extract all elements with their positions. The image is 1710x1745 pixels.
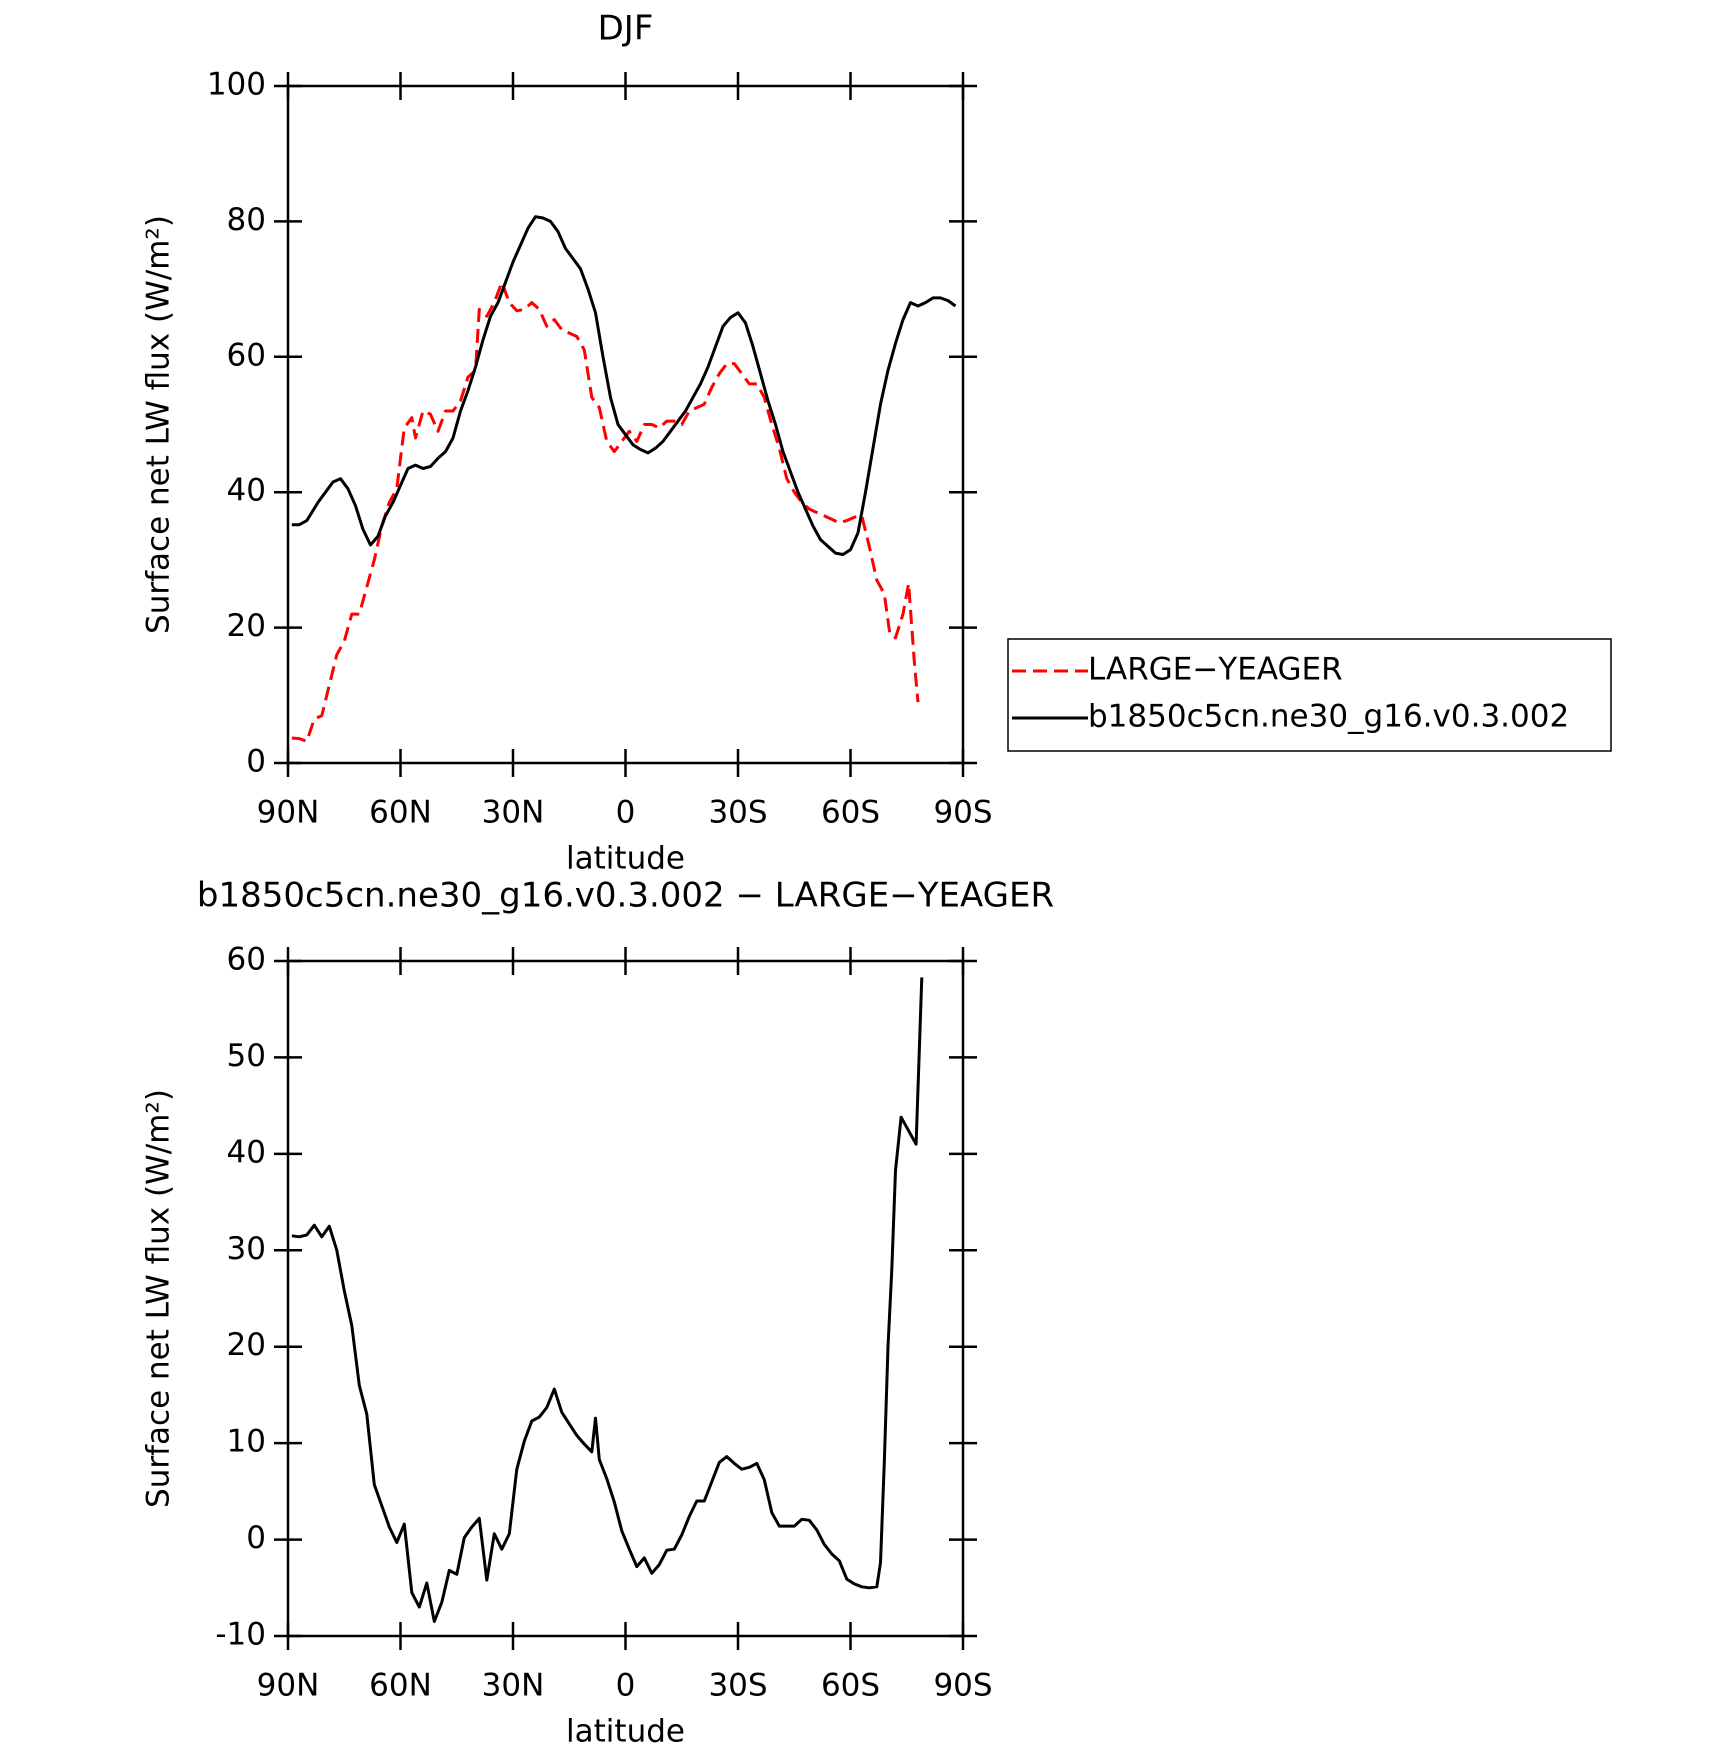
x-tick-label: 0 [616,1668,636,1704]
y-tick-label: -10 [215,1617,266,1653]
x-tick-label: 30S [708,1668,767,1704]
y-tick-label: 40 [227,473,266,509]
x-tick-label: 0 [616,795,636,831]
y-tick-label: 60 [227,942,266,978]
y-tick-label: 10 [227,1424,266,1460]
x-axis-label: latitude [566,841,685,877]
y-tick-label: 20 [227,608,266,644]
x-tick-label: 30S [708,795,767,831]
y-tick-label: 80 [227,202,266,238]
chart-title: DJF [598,9,654,49]
legend-label: LARGE−YEAGER [1088,652,1343,688]
y-tick-label: 20 [227,1327,266,1363]
y-tick-label: 0 [246,744,266,780]
x-axis-label: latitude [566,1714,685,1745]
legend-box [1007,638,1612,752]
x-tick-label: 90S [933,1668,992,1704]
x-tick-label: 90N [257,795,320,831]
x-tick-label: 60N [369,1668,432,1704]
x-tick-label: 60N [369,795,432,831]
data-line [291,215,957,556]
y-tick-label: 0 [246,1520,266,1556]
y-tick-label: 40 [227,1134,266,1170]
y-tick-label: 60 [227,337,266,373]
x-tick-label: 30N [482,1668,545,1704]
y-tick-label: 100 [207,67,266,103]
data-line [291,280,920,743]
y-tick-label: 30 [227,1231,266,1267]
x-tick-label: 30N [482,795,545,831]
chart-title: b1850c5cn.ne30_g16.v0.3.002 − LARGE−YEAG… [197,876,1054,916]
y-tick-label: 50 [227,1038,266,1074]
legend-label: b1850c5cn.ne30_g16.v0.3.002 [1088,699,1569,735]
x-tick-label: 60S [821,1668,880,1704]
y-axis-label: Surface net LW flux (W/m²) [141,215,177,634]
x-tick-label: 60S [821,795,880,831]
plot-frame [286,84,965,765]
y-axis-label: Surface net LW flux (W/m²) [141,1089,177,1508]
data-line [291,977,924,1623]
x-tick-label: 90N [257,1668,320,1704]
x-tick-label: 90S [933,795,992,831]
plot-frame [286,959,965,1638]
